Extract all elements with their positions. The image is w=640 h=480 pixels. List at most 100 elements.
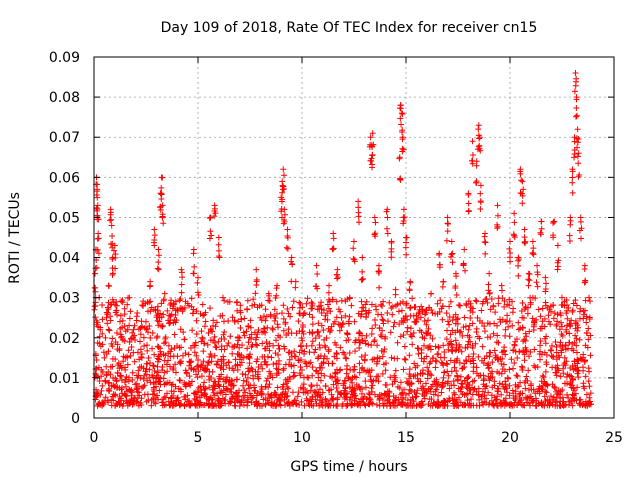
data-point bbox=[403, 234, 410, 241]
data-point bbox=[283, 244, 290, 251]
band-point bbox=[506, 296, 513, 303]
data-point bbox=[432, 310, 439, 317]
band-point bbox=[406, 366, 413, 373]
data-point bbox=[543, 280, 550, 287]
band-point bbox=[264, 361, 271, 368]
data-point bbox=[101, 354, 108, 361]
data-point bbox=[375, 262, 382, 269]
band-point bbox=[317, 364, 324, 371]
band-point bbox=[562, 341, 569, 348]
band-point bbox=[583, 391, 590, 398]
band-point bbox=[280, 367, 287, 374]
band-point bbox=[582, 357, 589, 364]
band-point bbox=[572, 297, 579, 304]
band-point bbox=[235, 337, 242, 344]
data-point bbox=[460, 262, 467, 269]
band-point bbox=[103, 363, 110, 370]
band-point bbox=[222, 391, 229, 398]
band-point bbox=[192, 342, 199, 349]
x-tick-label: 10 bbox=[293, 430, 311, 446]
band-point bbox=[362, 402, 369, 409]
band-point bbox=[566, 398, 573, 405]
band-point bbox=[274, 384, 281, 391]
data-point bbox=[279, 196, 286, 203]
band-point bbox=[389, 311, 396, 318]
band-point bbox=[190, 366, 197, 373]
band-point bbox=[245, 339, 252, 346]
data-point bbox=[465, 200, 472, 207]
data-point bbox=[396, 155, 403, 162]
band-point bbox=[448, 347, 455, 354]
data-point bbox=[151, 232, 158, 239]
band-point bbox=[355, 310, 362, 317]
data-point bbox=[174, 306, 181, 313]
band-point bbox=[210, 382, 217, 389]
band-point bbox=[223, 378, 230, 385]
band-point bbox=[413, 393, 420, 400]
band-point bbox=[539, 305, 546, 312]
data-point bbox=[224, 342, 231, 349]
data-point bbox=[388, 254, 395, 261]
band-point bbox=[231, 342, 238, 349]
data-point bbox=[586, 294, 593, 301]
band-point bbox=[126, 315, 133, 322]
band-point bbox=[576, 336, 583, 343]
band-point bbox=[331, 339, 338, 346]
band-point bbox=[161, 381, 168, 388]
band-point bbox=[266, 340, 273, 347]
band-point bbox=[147, 334, 154, 341]
band-point bbox=[286, 356, 293, 363]
band-point bbox=[114, 346, 121, 353]
data-point bbox=[367, 134, 374, 141]
band-point bbox=[573, 342, 580, 349]
band-point bbox=[566, 339, 573, 346]
band-point bbox=[149, 345, 156, 352]
data-point bbox=[472, 179, 479, 186]
band-point bbox=[447, 331, 454, 338]
band-point bbox=[240, 377, 247, 384]
band-point bbox=[301, 309, 308, 316]
band-point bbox=[315, 369, 322, 376]
band-point bbox=[492, 309, 499, 316]
band-point bbox=[270, 361, 277, 368]
band-point bbox=[297, 364, 304, 371]
band-point bbox=[325, 348, 332, 355]
data-point bbox=[301, 350, 308, 357]
band-point bbox=[118, 298, 125, 305]
band-point bbox=[383, 382, 390, 389]
data-point bbox=[444, 228, 451, 235]
band-point bbox=[569, 402, 576, 409]
band-point bbox=[118, 377, 125, 384]
band-point bbox=[566, 321, 573, 328]
band-point bbox=[456, 394, 463, 401]
band-point bbox=[144, 329, 151, 336]
band-point bbox=[119, 390, 126, 397]
band-point bbox=[586, 383, 593, 390]
band-point bbox=[341, 378, 348, 385]
data-point bbox=[567, 221, 574, 228]
data-point bbox=[95, 235, 102, 242]
band-point bbox=[410, 330, 417, 337]
band-point bbox=[581, 311, 588, 318]
band-point bbox=[399, 389, 406, 396]
band-point bbox=[309, 314, 316, 321]
band-point bbox=[282, 321, 289, 328]
band-point bbox=[177, 296, 184, 303]
data-point bbox=[203, 366, 210, 373]
band-point bbox=[502, 381, 509, 388]
band-point bbox=[299, 337, 306, 344]
band-point bbox=[206, 401, 213, 408]
data-point bbox=[554, 242, 561, 249]
band-point bbox=[454, 315, 461, 322]
band-point bbox=[444, 398, 451, 405]
data-point bbox=[397, 105, 404, 112]
band-point bbox=[358, 298, 365, 305]
band-point bbox=[500, 348, 507, 355]
data-point bbox=[178, 281, 185, 288]
band-point bbox=[473, 370, 480, 377]
data-point bbox=[371, 231, 378, 238]
band-point bbox=[190, 306, 197, 313]
band-point bbox=[225, 318, 232, 325]
band-point bbox=[333, 402, 340, 409]
band-point bbox=[237, 362, 244, 369]
